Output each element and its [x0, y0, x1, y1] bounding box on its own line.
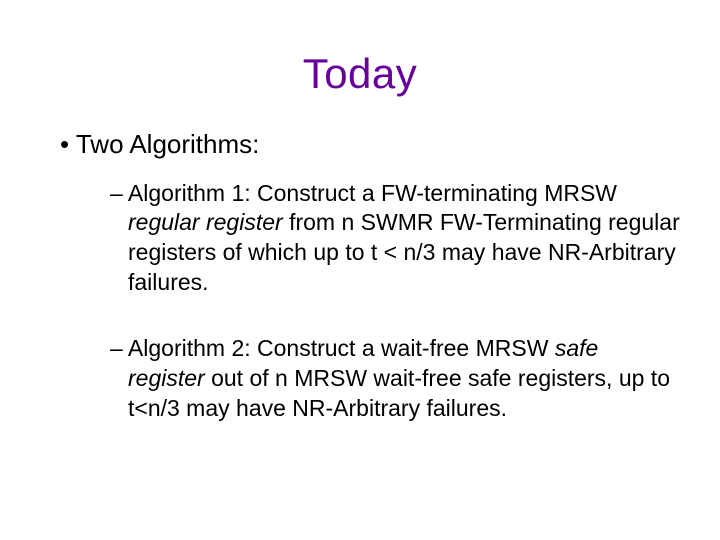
algo1-text-part1: Algorithm 1: Construct a FW-terminating … [128, 180, 617, 206]
algo2-text-part1: Algorithm 2: Construct a wait-free MRSW [128, 335, 555, 361]
algo2-text-part2: out of n MRSW wait-free safe registers, … [128, 365, 670, 421]
bullet-algorithm-2: Algorithm 2: Construct a wait-free MRSW … [110, 334, 680, 424]
bullet-algorithm-1: Algorithm 1: Construct a FW-terminating … [110, 179, 680, 299]
slide-title: Today [40, 50, 680, 98]
algo1-italic: regular register [128, 209, 283, 235]
slide: Today Two Algorithms: Algorithm 1: Const… [0, 0, 720, 540]
bullet-two-algorithms: Two Algorithms: [60, 128, 680, 161]
